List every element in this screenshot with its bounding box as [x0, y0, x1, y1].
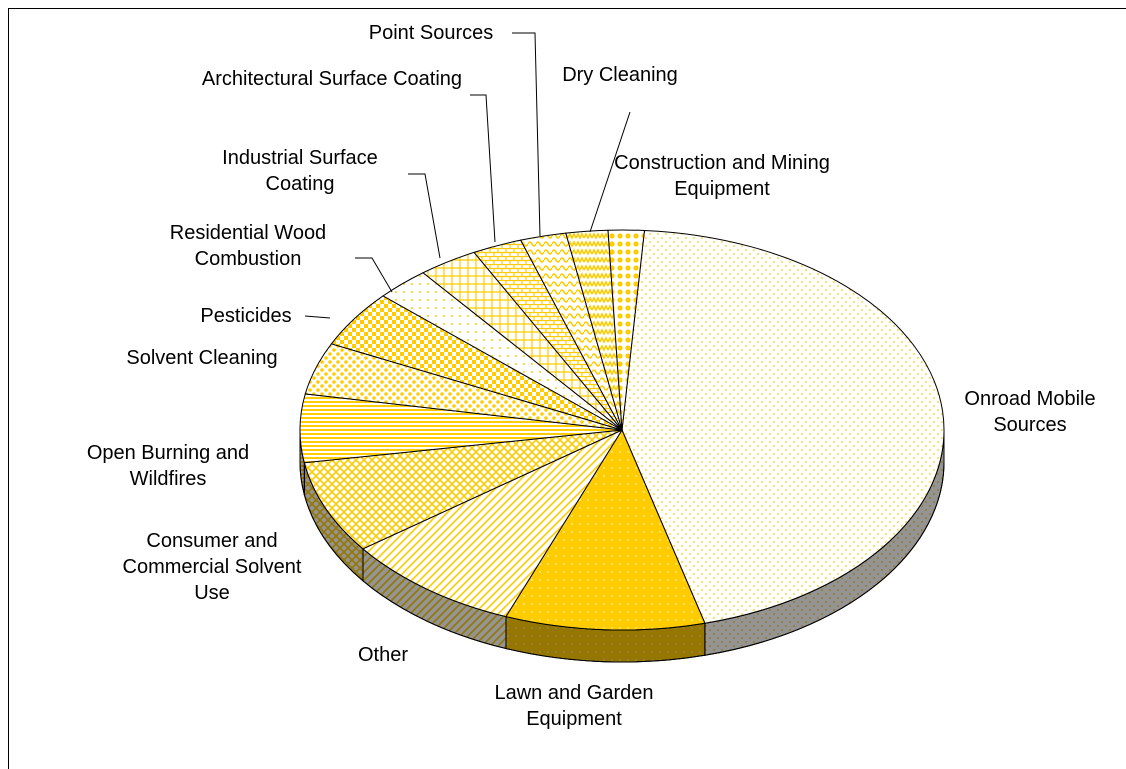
slice-label: Onroad Mobile Sources	[964, 388, 1096, 436]
leader-line	[408, 173, 441, 259]
leader-line	[589, 111, 631, 233]
leader-line	[512, 32, 541, 237]
slice-label: Open Burning and Wildfires	[86, 442, 250, 490]
slice-label: Solvent Cleaning	[126, 347, 278, 369]
slice	[303, 429, 623, 550]
slice-label: Dry Cleaning	[562, 64, 678, 86]
leader-line	[470, 94, 496, 243]
slice-label: Point Sources	[368, 22, 494, 44]
slice-label: Industrial Surface Coating	[222, 147, 378, 195]
slice-label: Residential Wood Combustion	[169, 222, 327, 270]
slice-label: Lawn and Garden Equipment	[494, 682, 654, 730]
slice-label: Architectural Surface Coating	[201, 68, 463, 90]
leader-line	[355, 257, 393, 293]
chart-frame	[8, 8, 1126, 769]
slice-label: Consumer and Commercial Solvent Use	[122, 530, 302, 604]
slice	[362, 428, 624, 618]
slice	[505, 428, 706, 631]
slice-label: Pesticides	[200, 305, 292, 327]
slice-label: Other	[357, 644, 409, 666]
slice	[607, 229, 646, 431]
slice-label: Construction and Mining Equipment	[614, 152, 830, 200]
leader-line	[304, 315, 331, 319]
slice	[621, 229, 945, 624]
